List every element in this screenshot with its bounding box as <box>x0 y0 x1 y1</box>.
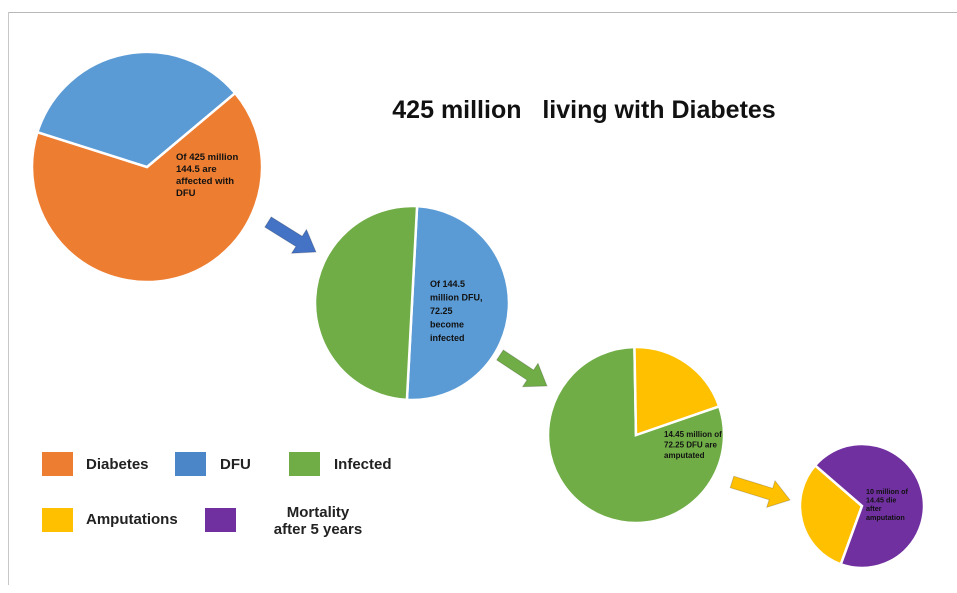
pie-3: 14.45 million of 72.25 DFU are amputated <box>546 345 726 525</box>
pie-group: Of 425 million 144.5 are affected with DFUO… <box>30 50 926 570</box>
pie-2-slice-dfu <box>405 204 511 402</box>
pie-2-label-line: infected <box>430 333 465 343</box>
pie-1-label-line: 144.5 are <box>176 164 217 175</box>
pie-3-slice-infected <box>546 345 726 525</box>
legend-mortality-after-5-years-label-line: Mortality <box>287 504 350 521</box>
pie-4-label: 10 million of 14.45 die after amputation <box>866 487 909 522</box>
pie-3-slice-amputations <box>633 345 721 437</box>
pie-2: Of 144.5 million DFU, 72.25 become infected <box>313 204 511 402</box>
flow-arrow-3 <box>729 475 791 509</box>
pie-1-slice-diabetes <box>30 91 264 284</box>
legend-mortality-after-5-years-label-line: after 5 years <box>274 521 362 538</box>
flow-arrow-2 <box>496 349 548 388</box>
pie-3-label: 14.45 million of 72.25 DFU are amputated <box>664 430 722 460</box>
frame-border-left <box>8 12 9 585</box>
pie-4-label-line: 10 million of <box>866 487 909 496</box>
pie-2-slice-infected <box>313 204 419 402</box>
legend-dfu-swatch <box>175 452 206 476</box>
pie-4: 10 million of 14.45 die after amputation <box>798 442 926 570</box>
legend-amputations-swatch <box>42 508 73 532</box>
arrow-group <box>264 216 791 509</box>
pie-4-label-line: 14.45 die <box>866 496 896 505</box>
pie-2-label: Of 144.5 million DFU, 72.25 become infected <box>430 279 483 343</box>
legend-diabetes-label: Diabetes <box>86 456 149 473</box>
pie-3-label-line: amputated <box>664 451 705 460</box>
pie-2-label-line: million DFU, <box>430 293 483 303</box>
flow-arrow-1 <box>264 216 317 254</box>
legend-infected-label: Infected <box>334 456 392 473</box>
pie-4-label-line: amputation <box>866 513 905 522</box>
legend-dfu-label: DFU <box>220 456 251 473</box>
legend-mortality-after-5-years-swatch <box>205 508 236 532</box>
pie-2-label-line: 72.25 <box>430 306 453 316</box>
pie-1-label: Of 425 million 144.5 are affected with DFU <box>176 152 238 199</box>
pie-4-slice-amputations <box>798 463 864 566</box>
pie-3-label-line: 72.25 DFU are <box>664 441 717 450</box>
pie-3-label-line: 14.45 million of <box>664 430 722 439</box>
frame-border-top <box>8 12 957 13</box>
pie-4-label-line: after <box>866 504 882 513</box>
pie-1-label-line: affected with <box>176 176 234 187</box>
legend-diabetes-label-line: Diabetes <box>86 456 149 473</box>
legend-infected-swatch <box>289 452 320 476</box>
legend-amputations-label-line: Amputations <box>86 511 178 528</box>
pie-1: Of 425 million 144.5 are affected with DFU <box>30 50 264 284</box>
pie-2-label-line: become <box>430 320 464 330</box>
legend: Diabetes DFU Infected Amputations Mortality a… <box>42 452 392 538</box>
legend-mortality-after-5-years-label: Mortality after 5 years <box>274 504 362 538</box>
pie-1-label-line: DFU <box>176 188 196 199</box>
pie-1-slice-dfu <box>35 50 237 169</box>
legend-infected-label-line: Infected <box>334 456 392 473</box>
legend-amputations-label: Amputations <box>86 511 178 528</box>
pie-2-label-line: Of 144.5 <box>430 279 465 289</box>
pie-1-label-line: Of 425 million <box>176 152 238 163</box>
legend-dfu-label-line: DFU <box>220 456 251 473</box>
pie-4-slice-mortality-after-5-years <box>813 442 926 570</box>
chart-title: 425 million living with Diabetes <box>392 96 775 124</box>
legend-diabetes-swatch <box>42 452 73 476</box>
